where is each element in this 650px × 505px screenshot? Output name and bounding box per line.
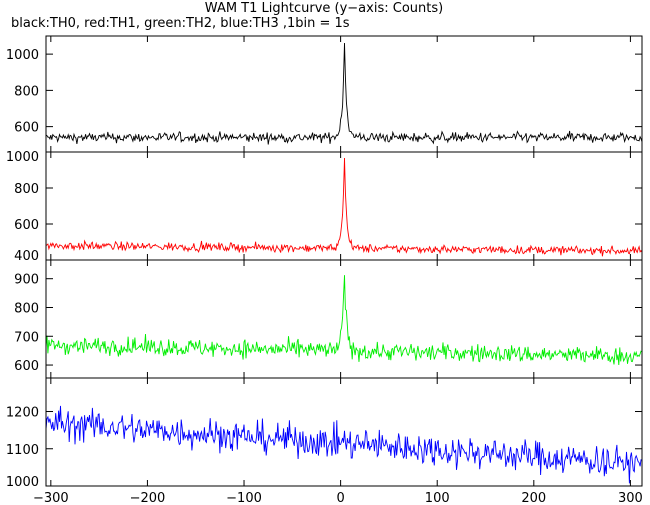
y-tick-label: 1000 [6, 48, 39, 63]
y-tick-label: 800 [14, 182, 39, 197]
panel-frame [45, 377, 643, 487]
panel-th1: 400 600 800 1000 [6, 150, 643, 264]
x-tick-label: −300 [33, 491, 69, 505]
panel-th0: 600 800 1000 [6, 35, 643, 153]
panel-th2: 600 700 800 900 [14, 259, 643, 379]
y-tick-label: 1100 [6, 443, 39, 458]
y-tick-label: 600 [14, 121, 39, 136]
panel-th3: 1000 1100 1200 [6, 377, 643, 490]
series-line-th0 [45, 42, 643, 145]
chart-subtitle: black:TH0, red:TH1, green:TH2, blue:TH3 … [11, 16, 350, 31]
y-tick-label: 600 [14, 359, 39, 374]
y-tick-label: 700 [14, 330, 39, 345]
y-tick-label: 900 [14, 273, 39, 288]
y-tick-label: 800 [14, 301, 39, 316]
series-line-th1 [45, 157, 643, 257]
x-tick-label: 200 [521, 491, 546, 505]
series-line-th3 [45, 405, 643, 484]
x-tick-label: 0 [336, 491, 344, 505]
y-tick-label: 1000 [6, 475, 39, 490]
panels-group: 6008001000400600800100060070080090010001… [6, 35, 643, 505]
x-tick-label: −100 [226, 491, 262, 505]
y-tick-label: 400 [14, 249, 39, 264]
y-tick-label: 800 [14, 84, 39, 99]
x-tick-label: −200 [130, 491, 166, 505]
y-tick-label: 600 [14, 218, 39, 233]
chart-title: WAM T1 Lightcurve (y−axis: Counts) [205, 1, 443, 16]
series-line-th2 [45, 275, 643, 366]
x-tick-label: 100 [425, 491, 450, 505]
y-tick-label: 1000 [6, 150, 39, 165]
x-tick-label: 300 [618, 491, 643, 505]
y-tick-label: 1200 [6, 406, 39, 421]
